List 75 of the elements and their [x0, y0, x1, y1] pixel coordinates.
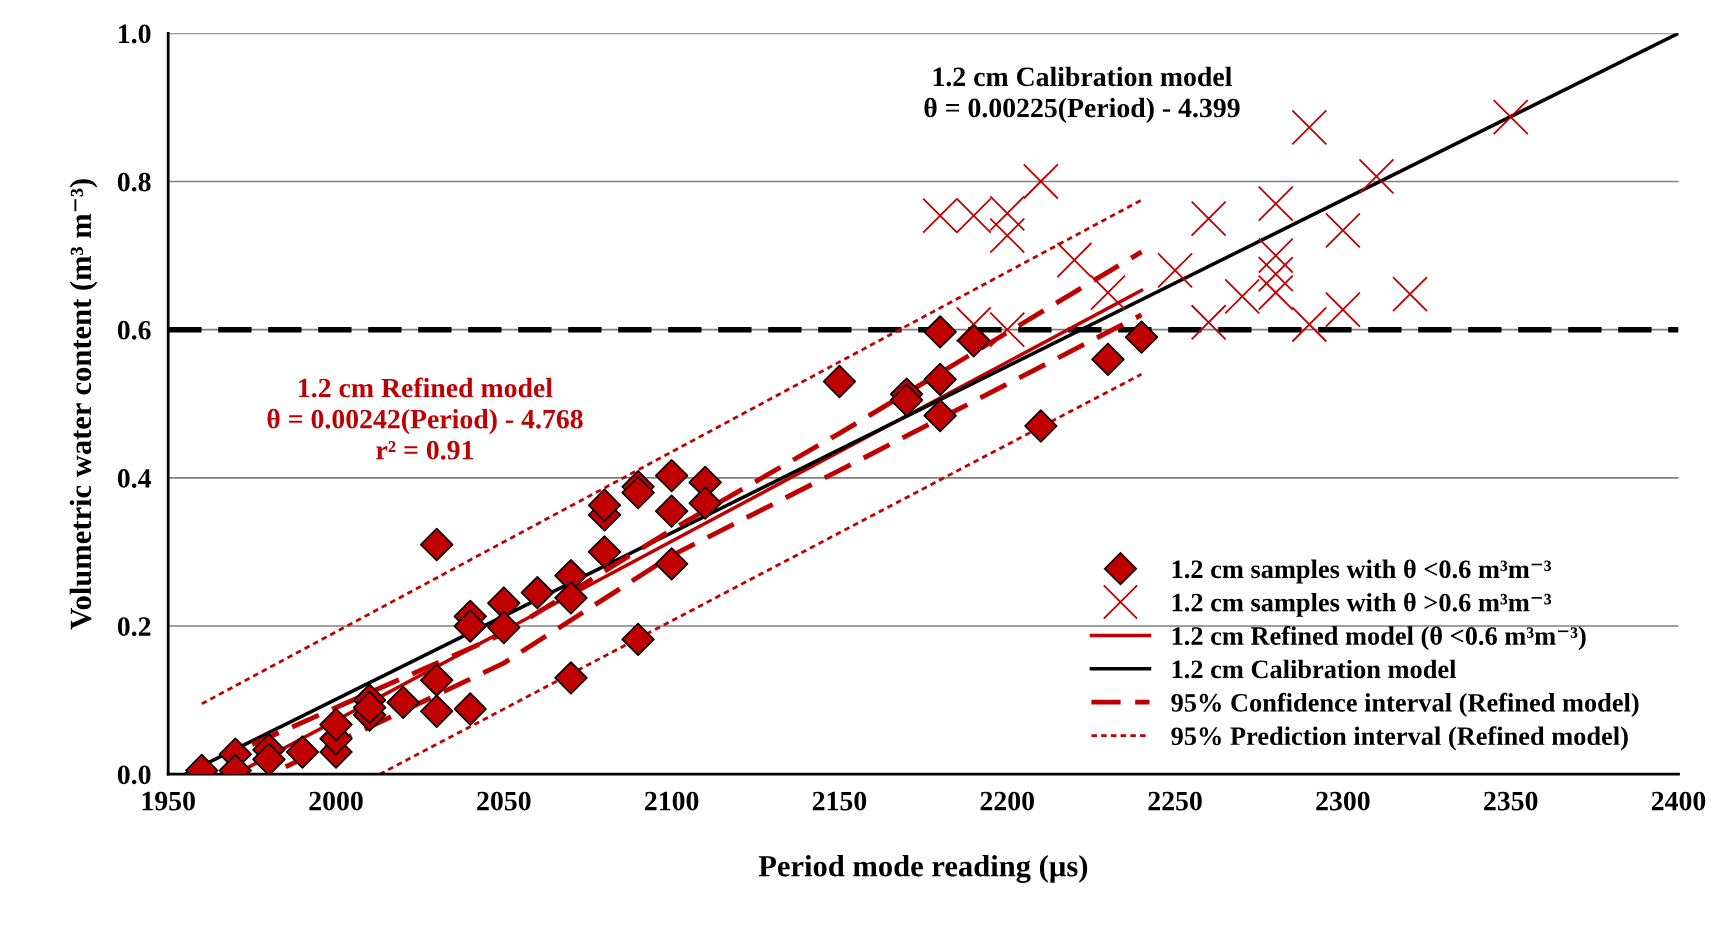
point [520, 576, 555, 610]
point [989, 311, 1026, 348]
point [386, 685, 420, 720]
x-tick-label: 2350 [1484, 791, 1538, 811]
point [1492, 99, 1529, 135]
point [285, 735, 320, 769]
x-tick-label: 2200 [980, 791, 1034, 811]
point [654, 494, 689, 528]
point [1190, 304, 1227, 341]
point [420, 694, 454, 728]
point [654, 547, 689, 581]
point [1257, 256, 1294, 293]
y-tick-label: 0.8 [117, 172, 151, 192]
y-tick-label: 1.0 [119, 24, 151, 44]
x-tick-label: 2250 [1148, 791, 1202, 811]
x-tick-label: 1950 [142, 791, 195, 811]
point [1024, 409, 1058, 443]
x-tick-label: 2050 [477, 791, 531, 811]
annotation: 1.2 cm Calibration model θ = 0.00225(Period) - 4.399 [924, 66, 1240, 123]
point [487, 610, 521, 645]
point [420, 527, 454, 562]
point [688, 486, 722, 520]
x-tick-label: 2000 [309, 791, 363, 811]
legend-label: 95% Confidence interval (Refined model) [1171, 692, 1639, 718]
point [621, 622, 655, 657]
legend-label: 1.2 cm samples with θ <0.6 m³m⁻³ [1172, 559, 1552, 584]
x-tick-label: 2300 [1316, 791, 1370, 811]
point [923, 362, 957, 396]
point [923, 398, 957, 433]
point [587, 488, 622, 522]
point [1291, 109, 1328, 146]
point [1291, 306, 1328, 343]
legend-label: 95% Prediction interval (Refined model) [1171, 726, 1628, 751]
point [989, 217, 1026, 254]
point [1124, 320, 1159, 354]
point [1157, 252, 1193, 289]
point [1190, 200, 1227, 237]
point [252, 742, 286, 775]
point [1022, 163, 1059, 200]
legend-label: 1.2 cm Refined model (θ <0.6 m³m⁻³) [1172, 626, 1586, 651]
point [1324, 212, 1361, 249]
point [1056, 242, 1093, 278]
y-tick-label: 0.2 [117, 617, 151, 637]
y-tick-label: 0.6 [117, 320, 151, 340]
point [822, 364, 857, 399]
y-tick-label: 0.4 [117, 469, 152, 488]
point [889, 383, 924, 417]
point [554, 581, 588, 615]
point [352, 690, 387, 725]
legend-label: 1.2 cm Calibration model [1172, 659, 1456, 679]
point [1392, 276, 1428, 313]
y-tick-label: 0.0 [117, 765, 151, 785]
point [923, 315, 957, 349]
x-axis-title: Period mode reading (µs) [758, 854, 1088, 883]
point [957, 324, 991, 358]
point [420, 663, 454, 697]
annotation: 1.2 cm Refined model θ = 0.00242(Period) - 4.768 r² = 0.91 [267, 377, 583, 460]
point [1257, 185, 1294, 222]
y-axis-title: Volumetric water content (m³ m⁻³) [69, 179, 98, 630]
point [1358, 158, 1395, 195]
x-tick-label: 2400 [1651, 791, 1706, 811]
point [554, 661, 588, 695]
point [453, 692, 487, 726]
point [1257, 237, 1294, 274]
point [587, 535, 622, 569]
point [654, 458, 689, 493]
point [621, 476, 655, 510]
point [319, 707, 353, 742]
x-tick-label: 2100 [645, 791, 699, 811]
point [1091, 342, 1125, 376]
point [1324, 291, 1361, 328]
x-tick-label: 2150 [812, 791, 867, 811]
point [453, 609, 487, 643]
legend-label: 1.2 cm samples with θ >0.6 m³m⁻³ [1172, 592, 1552, 617]
point [1090, 274, 1126, 311]
